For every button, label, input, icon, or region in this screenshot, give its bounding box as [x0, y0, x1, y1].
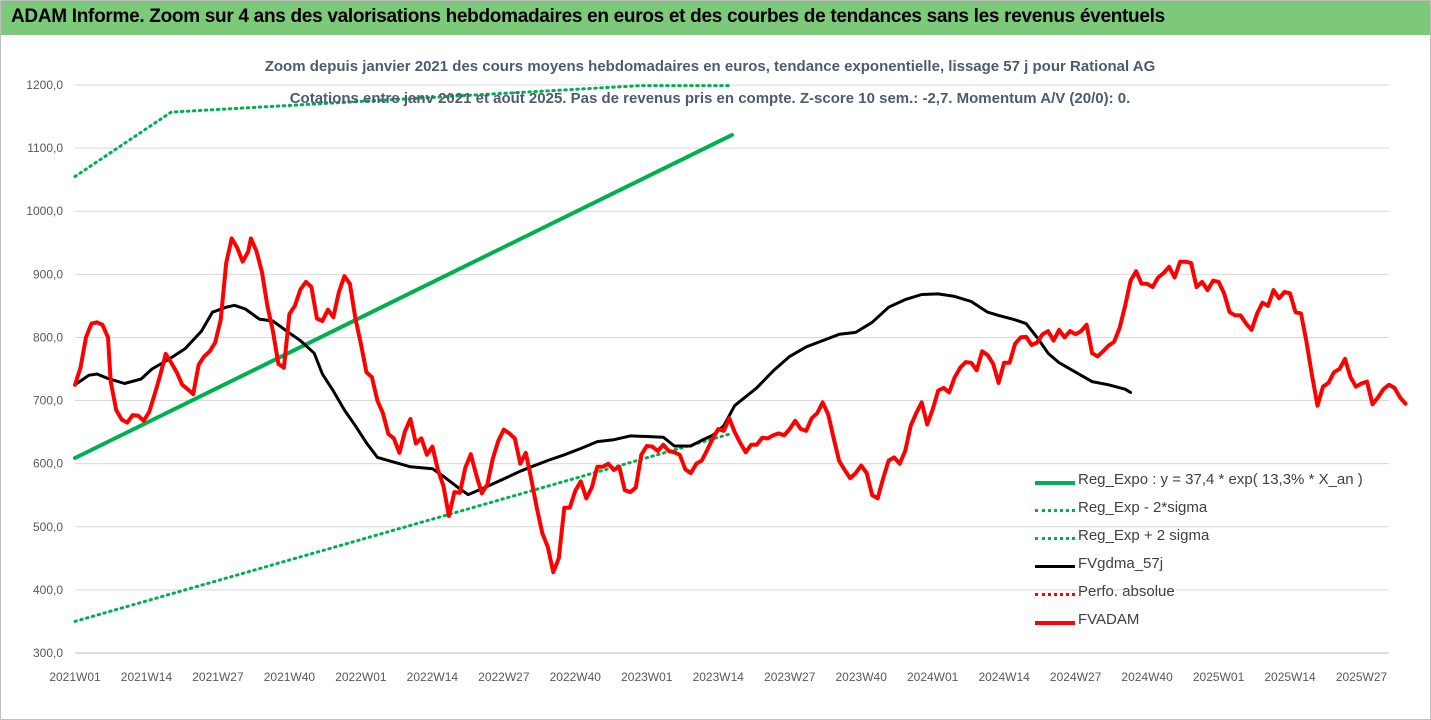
- series-line: [73, 292, 1133, 497]
- x-tick-label: 2023W01: [621, 670, 673, 684]
- series-line: [73, 431, 734, 623]
- legend-entry: Perfo. absolue: [1035, 580, 1375, 608]
- chart-title: Zoom depuis janvier 2021 des cours moyen…: [264, 58, 1156, 75]
- y-tick-label: 900,0: [33, 267, 63, 281]
- x-tick-label: 2022W14: [407, 670, 459, 684]
- legend-entry: FVADAM: [1035, 608, 1375, 636]
- legend-swatch: [1035, 593, 1075, 596]
- x-tick-label: 2022W27: [478, 670, 530, 684]
- y-tick-label: 600,0: [33, 457, 63, 471]
- report-banner: ADAM Informe. Zoom sur 4 ans des valoris…: [1, 1, 1430, 35]
- y-tick-label: 300,0: [33, 646, 63, 660]
- x-tick-label: 2021W27: [192, 670, 244, 684]
- legend-label: FVADAM: [1078, 611, 1140, 628]
- x-tick-label: 2022W01: [335, 670, 387, 684]
- y-axis-ticks: 300,0 400,0 500,0 600,0 700,0 800,0 900,0 1000,…: [26, 78, 63, 660]
- legend-swatch: [1035, 509, 1075, 512]
- x-tick-label: 2025W01: [1193, 670, 1245, 684]
- legend-label: FVgdma_57j: [1078, 555, 1164, 572]
- series-line: [73, 132, 734, 460]
- y-tick-label: 1000,0: [26, 204, 63, 218]
- legend-swatch: [1035, 537, 1075, 540]
- legend-label: Reg_Expo : y = 37,4 * exp( 13,3% * X_an …: [1078, 471, 1363, 488]
- x-tick-label: 2024W40: [1121, 670, 1173, 684]
- legend-label: Reg_Exp - 2*sigma: [1078, 499, 1208, 516]
- x-tick-label: 2025W14: [1264, 670, 1316, 684]
- legend-entry: FVgdma_57j: [1035, 552, 1375, 580]
- x-tick-label: 2022W40: [550, 670, 602, 684]
- x-tick-label: 2025W27: [1336, 670, 1388, 684]
- y-tick-label: 800,0: [33, 330, 63, 344]
- legend-swatch: [1035, 621, 1075, 625]
- series-lines: [73, 84, 1408, 623]
- x-tick-label: 2021W01: [49, 670, 101, 684]
- legend-entry: Reg_Exp - 2*sigma: [1035, 496, 1375, 524]
- series-line: [73, 236, 1408, 575]
- gridlines: [75, 84, 1389, 654]
- x-tick-label: 2021W40: [264, 670, 316, 684]
- x-tick-label: 2024W14: [978, 670, 1030, 684]
- legend-label: Perfo. absolue: [1078, 583, 1175, 600]
- legend-swatch: [1035, 565, 1075, 568]
- legend-swatch: [1035, 481, 1075, 485]
- chart-legend: Reg_Expo : y = 37,4 * exp( 13,3% * X_an …: [1035, 468, 1375, 636]
- report-title: ADAM Informe. Zoom sur 4 ans des valoris…: [11, 6, 1165, 27]
- legend-entry: Reg_Exp + 2 sigma: [1035, 524, 1375, 552]
- x-tick-label: 2021W14: [121, 670, 173, 684]
- x-tick-label: 2023W27: [764, 670, 816, 684]
- y-tick-label: 700,0: [33, 394, 63, 408]
- legend-label: Reg_Exp + 2 sigma: [1078, 527, 1210, 544]
- y-tick-label: 500,0: [33, 520, 63, 534]
- y-tick-label: 1200,0: [26, 78, 63, 92]
- x-tick-label: 2023W40: [836, 670, 888, 684]
- y-tick-label: 400,0: [33, 583, 63, 597]
- legend-entry: Reg_Expo : y = 37,4 * exp( 13,3% * X_an …: [1035, 468, 1375, 496]
- x-tick-label: 2024W01: [907, 670, 959, 684]
- x-tick-label: 2023W14: [693, 670, 745, 684]
- y-tick-label: 1100,0: [27, 141, 63, 155]
- chart-subtitle: Cotations entre janv 2021 et août 2025. …: [289, 90, 1131, 107]
- x-tick-label: 2024W27: [1050, 670, 1102, 684]
- series-line: [73, 84, 734, 178]
- x-axis-ticks: 2021W01 2021W14 2021W27 2021W40 2022W01 2022W…: [49, 670, 1387, 684]
